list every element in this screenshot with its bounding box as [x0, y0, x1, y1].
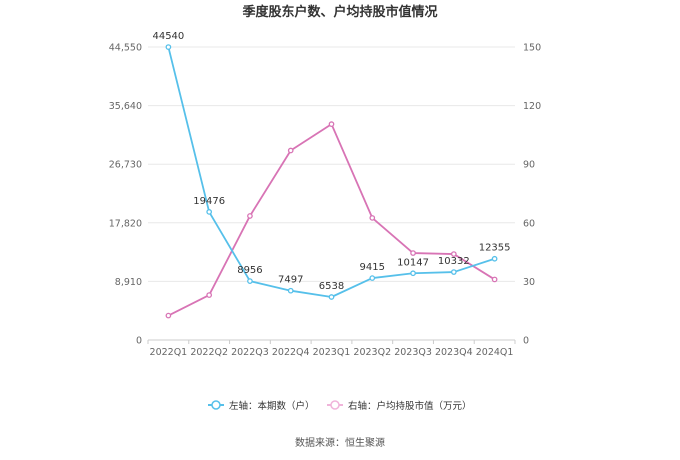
data-point-left	[491, 255, 498, 262]
data-point-right	[410, 250, 416, 256]
legend-marker-left	[211, 400, 221, 410]
data-point-right	[328, 121, 335, 128]
data-point-left	[206, 209, 213, 215]
y-right-tick-label: 150	[523, 43, 541, 54]
legend-item-left[interactable]: 左轴：本期数（户）	[208, 400, 315, 412]
data-point-left	[287, 287, 294, 294]
data-point-right	[165, 312, 172, 319]
y-left-tick-label: 17,820	[109, 218, 142, 229]
data-point-right	[247, 213, 253, 219]
x-tick-label: 2022Q3	[231, 347, 269, 358]
data-point-right	[450, 251, 457, 257]
data-label: 10332	[438, 256, 470, 267]
x-tick-label: 2023Q2	[353, 347, 391, 358]
y-right-tick-label: 0	[523, 336, 529, 347]
x-tick-label: 2022Q4	[272, 347, 310, 358]
y-right-tick-label: 90	[523, 160, 535, 171]
y-left-tick-label: 44,550	[109, 43, 142, 54]
data-point-left	[247, 278, 253, 284]
legend-label-right: 右轴：户均持股市值（万元）	[348, 400, 472, 412]
data-point-left	[165, 44, 172, 50]
x-tick-label: 2024Q1	[476, 347, 514, 358]
data-label: 9415	[360, 262, 385, 273]
legend-marker-right	[330, 400, 340, 410]
x-tick-label: 2022Q1	[150, 347, 188, 358]
x-tick-label: 2022Q2	[190, 347, 228, 358]
y-left-tick-label: 0	[136, 336, 142, 347]
data-label: 7497	[278, 275, 303, 286]
data-point-left	[410, 270, 416, 277]
legend-label-left: 左轴：本期数（户）	[229, 400, 315, 412]
y-left-tick-label: 35,640	[109, 101, 142, 112]
y-right-tick-label: 120	[523, 101, 541, 112]
legend-item-right[interactable]: 右轴：户均持股市值（万元）	[327, 400, 472, 412]
data-point-right	[491, 276, 498, 283]
data-point-right	[369, 215, 376, 221]
data-label: 12355	[479, 243, 511, 254]
data-point-left	[369, 275, 376, 281]
data-label: 19476	[193, 196, 225, 207]
data-label: 8956	[237, 265, 262, 276]
data-point-right	[287, 147, 294, 154]
y-left-tick-label: 26,730	[109, 160, 142, 171]
data-point-left	[450, 269, 457, 275]
data-point-right	[206, 292, 213, 298]
data-source: 数据来源：恒生聚源	[295, 436, 385, 449]
data-label: 10147	[397, 257, 429, 268]
grid	[148, 46, 515, 282]
y-left-tick-label: 8,910	[115, 277, 142, 288]
y-axis-left: 0 8,910 17,820 26,730 35,640 44,550	[109, 43, 142, 347]
data-point-left	[328, 294, 335, 300]
x-tick-label: 2023Q1	[313, 347, 351, 358]
y-axis-right: 0 30 60 90 120 150	[523, 43, 541, 347]
y-right-tick-label: 30	[523, 277, 535, 288]
chart-title: 季度股东户数、户均持股市值情况	[241, 4, 437, 20]
series-layer: 44540 19476 8956 7497 6538 9415 10147 10332 1235…	[152, 31, 511, 319]
data-label: 6538	[319, 281, 344, 292]
legend: 左轴：本期数（户） 右轴：户均持股市值（万元）	[208, 400, 472, 412]
x-axis: 2022Q1 2022Q2 2022Q3 2022Q4 2023Q1 2023Q2 2023…	[147, 339, 516, 358]
x-tick-label: 2023Q3	[394, 347, 432, 358]
y-right-tick-label: 60	[523, 218, 535, 229]
x-tick-label: 2023Q4	[435, 347, 473, 358]
data-label: 44540	[152, 31, 184, 42]
